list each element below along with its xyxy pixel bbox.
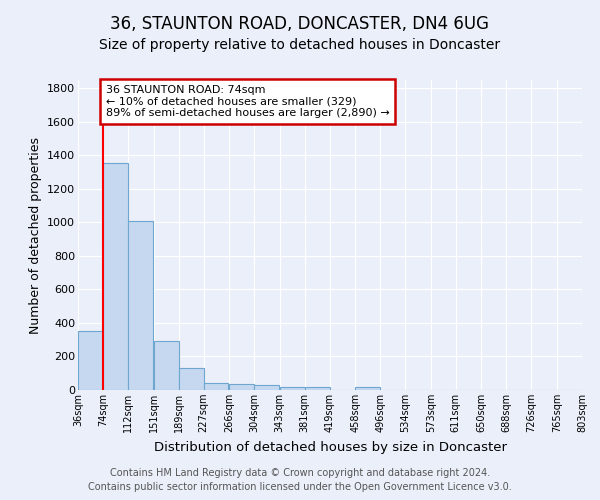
Bar: [355, 386, 380, 390]
Bar: [203, 384, 229, 390]
Text: Contains HM Land Registry data © Crown copyright and database right 2024.: Contains HM Land Registry data © Crown c…: [110, 468, 490, 477]
Y-axis label: Number of detached properties: Number of detached properties: [29, 136, 41, 334]
Text: Size of property relative to detached houses in Doncaster: Size of property relative to detached ho…: [100, 38, 500, 52]
Text: Contains public sector information licensed under the Open Government Licence v3: Contains public sector information licen…: [88, 482, 512, 492]
Bar: [78, 332, 103, 390]
Bar: [305, 388, 329, 390]
X-axis label: Distribution of detached houses by size in Doncaster: Distribution of detached houses by size …: [154, 440, 506, 454]
Text: 36, STAUNTON ROAD, DONCASTER, DN4 6UG: 36, STAUNTON ROAD, DONCASTER, DN4 6UG: [110, 15, 490, 33]
Bar: [128, 221, 153, 390]
Bar: [254, 385, 279, 390]
Bar: [154, 340, 179, 390]
Bar: [103, 163, 128, 390]
Bar: [280, 386, 305, 390]
Bar: [229, 384, 254, 390]
Text: 36 STAUNTON ROAD: 74sqm
← 10% of detached houses are smaller (329)
89% of semi-d: 36 STAUNTON ROAD: 74sqm ← 10% of detache…: [106, 85, 389, 118]
Bar: [179, 368, 203, 390]
